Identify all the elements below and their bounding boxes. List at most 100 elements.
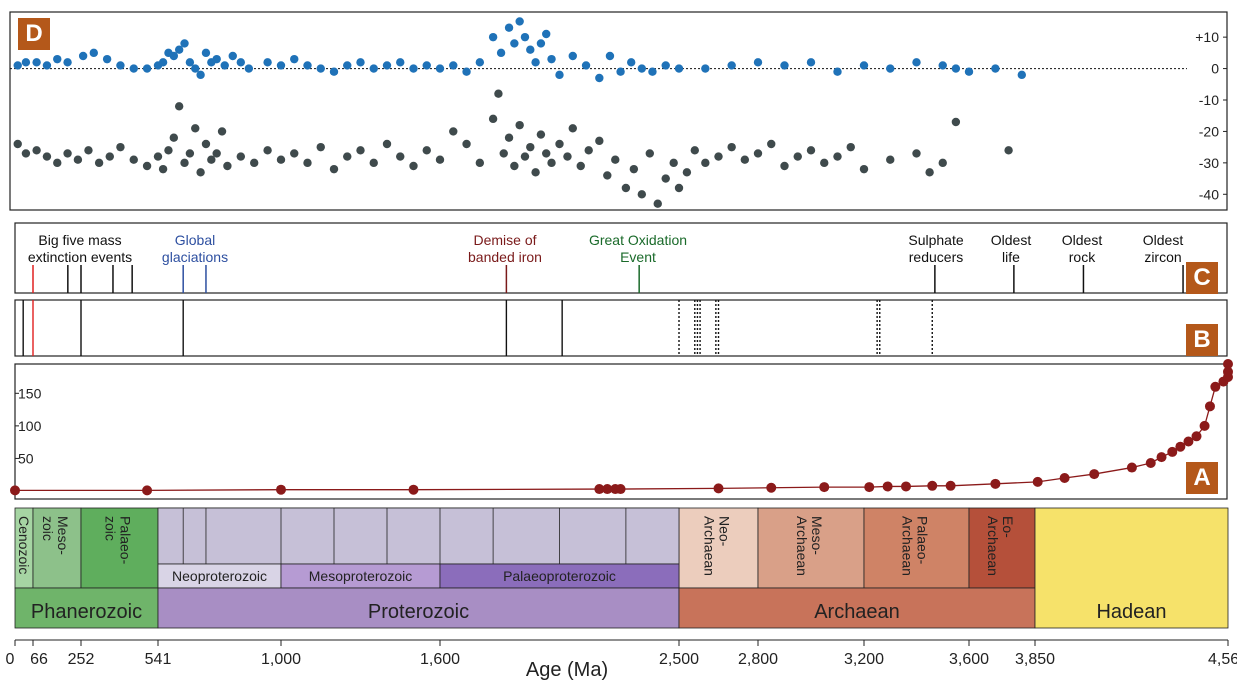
blue-point: [536, 39, 546, 48]
annotation-line1: Oldest: [1143, 232, 1184, 248]
blue-point: [991, 64, 1000, 73]
gray-point: [236, 152, 246, 161]
a-data-point: [1191, 431, 1202, 442]
a-data-point: [945, 480, 956, 491]
blue-point: [244, 64, 254, 73]
a-data-point: [1175, 441, 1186, 452]
blue-point: [475, 58, 485, 67]
gray-point: [191, 124, 200, 133]
gray-point: [859, 164, 869, 174]
eon-label: Archaean: [814, 601, 900, 623]
a-data-point: [1223, 359, 1233, 369]
era-label-2: zoic: [40, 516, 56, 541]
blue-point: [396, 58, 405, 67]
gray-point: [674, 183, 684, 193]
blue-point: [169, 51, 179, 61]
a-data-point: [766, 482, 777, 493]
x-tick-label: 1,000: [261, 651, 301, 668]
era-label: Cenozoic: [16, 516, 32, 574]
gray-point: [563, 152, 572, 161]
gray-point: [180, 158, 189, 168]
annotation-line2: life: [1002, 249, 1020, 265]
a-y-tick-label: 100: [18, 418, 42, 434]
gray-point: [129, 155, 138, 164]
blue-point: [409, 64, 418, 73]
blue-point: [833, 67, 842, 76]
panel-d-frame: [9, 11, 1228, 211]
a-data-point: [819, 482, 830, 493]
panel-a-frame: [14, 363, 1228, 500]
era-label-2: Archaean: [985, 516, 1001, 576]
blue-point: [89, 48, 98, 58]
blue-point: [63, 58, 72, 67]
blue-point: [290, 54, 299, 64]
blue-point: [303, 61, 312, 70]
gray-point: [316, 142, 325, 152]
era-label: Mesoproterozoic: [309, 568, 413, 584]
gray-point: [536, 130, 546, 139]
proterozoic-era-box: [439, 563, 680, 589]
gray-point: [727, 142, 736, 152]
gray-point: [515, 120, 524, 130]
panel-label-d: D: [18, 18, 50, 50]
gray-point: [488, 114, 498, 124]
gray-point: [951, 117, 961, 127]
x-tick-label: 2,500: [659, 651, 699, 668]
blue-point: [526, 45, 535, 54]
blue-point: [422, 61, 431, 70]
a-data-point: [1223, 366, 1233, 377]
gray-point: [250, 158, 259, 168]
era-box: [80, 507, 159, 589]
annotation-line1: Oldest: [1062, 232, 1103, 248]
gray-point: [53, 158, 62, 168]
gray-point: [912, 149, 921, 158]
a-data-point: [1145, 457, 1156, 468]
eon-label: Phanerozoic: [31, 601, 142, 623]
gray-point: [520, 152, 530, 161]
x-tick-label: 0: [6, 651, 15, 668]
blue-point: [191, 64, 200, 73]
era-label: Eo-: [1000, 516, 1016, 538]
era-label-2: zoic: [103, 516, 119, 541]
gray-point: [223, 161, 232, 171]
a-data-point: [990, 478, 1001, 489]
gray-point: [32, 146, 41, 155]
era-label: Neo-: [717, 516, 733, 547]
a-data-point: [408, 484, 419, 495]
gray-point: [382, 139, 392, 149]
eon-box: [157, 587, 680, 629]
d-y-tick-label: +10: [1195, 29, 1219, 45]
annotation-line2: glaciations: [162, 249, 228, 265]
gray-point: [576, 161, 585, 171]
blue-point: [174, 45, 184, 54]
blue-point: [1017, 70, 1026, 80]
a-y-tick-label: 50: [18, 450, 34, 466]
gray-point: [42, 152, 52, 161]
annotation-line1: Big five mass: [38, 232, 121, 248]
a-data-point: [602, 484, 613, 495]
gray-point: [116, 142, 125, 152]
panel-label-b: B: [1186, 324, 1218, 356]
blue-point: [938, 61, 947, 70]
gray-point: [661, 174, 670, 183]
annotation-line1: Great Oxidation: [589, 232, 687, 248]
blue-point: [236, 58, 246, 67]
blue-point: [102, 54, 112, 64]
gray-point: [142, 161, 152, 171]
blue-point: [581, 61, 591, 70]
gray-point: [547, 158, 556, 168]
gray-point: [343, 152, 352, 161]
gray-point: [669, 158, 678, 168]
gray-point: [94, 158, 104, 168]
d-y-tick-label: 0: [1211, 61, 1219, 77]
a-data-point: [142, 485, 153, 496]
blue-point: [520, 32, 530, 42]
gray-point: [603, 171, 612, 180]
gray-point: [174, 102, 184, 111]
blue-point: [661, 61, 670, 70]
gray-point: [611, 155, 620, 164]
a-data-point: [276, 484, 286, 495]
era-label: Palaeo-: [915, 516, 931, 565]
gray-point: [701, 158, 710, 168]
